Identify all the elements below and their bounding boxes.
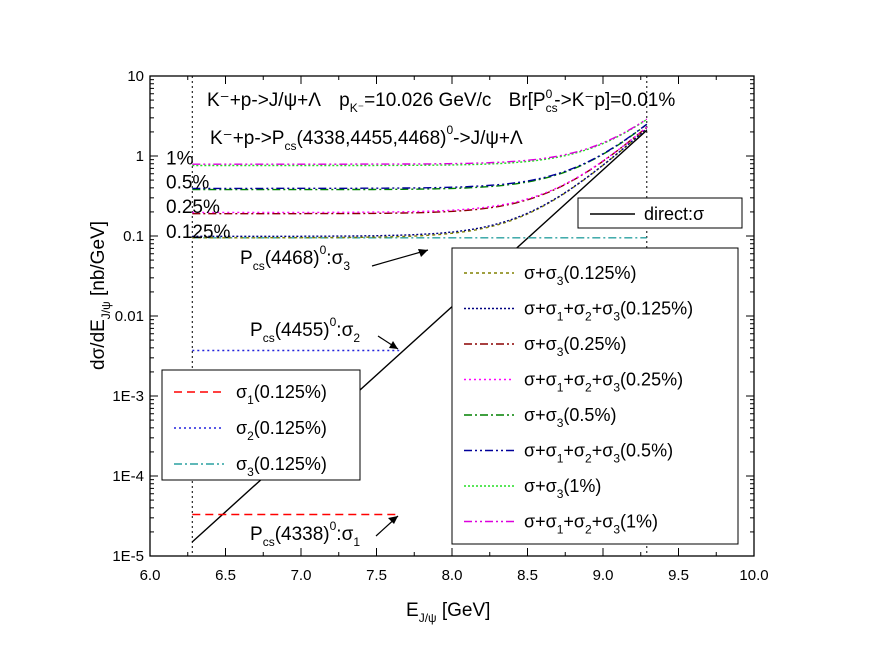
y-tick-label: 1E-4 <box>112 468 144 485</box>
arrowhead-4468 <box>418 249 428 257</box>
y-tick-label: 0.01 <box>115 308 144 325</box>
x-tick-label: 10.0 <box>739 567 768 584</box>
x-tick-label: 6.0 <box>140 567 161 584</box>
y-axis-ticks: 1E-5 1E-4 1E-3 0.01 0.1 1 10 <box>112 68 754 565</box>
x-tick-label: 8.5 <box>517 567 538 584</box>
legend-left-label: σ2(0.125%) <box>236 418 327 443</box>
legend-left-label: σ3(0.125%) <box>236 454 327 479</box>
legend-direct-label: direct:σ <box>644 204 704 224</box>
series-line-11 <box>192 118 648 165</box>
legend-right-label: σ+σ3(0.125%) <box>524 263 636 288</box>
x-tick-label: 8.0 <box>442 567 463 584</box>
legend-left-label: σ1(0.125%) <box>236 382 327 407</box>
x-axis-label: EJ/ψ [GeV] <box>406 600 490 625</box>
series-line-6 <box>192 126 648 215</box>
y-axis-label: dσ/dEJ/ψ [nb/GeV] <box>88 221 113 370</box>
series-line-9 <box>192 123 648 190</box>
legend-right: σ+σ3(0.125%) σ+σ1+σ2+σ3(0.125%) σ+σ3(0.25%… <box>451 247 739 545</box>
annotation-4455: Pcs(4455)0:σ2 <box>250 315 360 345</box>
x-tick-label: 9.5 <box>668 567 689 584</box>
legend-direct: direct:σ <box>577 197 743 229</box>
series-line-5 <box>192 128 648 238</box>
title-line-1: K⁻+p->J/ψ+Λ pK⁻=10.026 GeV/c Br[Pcs0 ->K⁻… <box>207 87 675 115</box>
legend-left: σ1(0.125%) σ2(0.125%) σ3(0.125%) <box>161 369 361 481</box>
percent-label: 0.25% <box>166 197 220 218</box>
x-tick-label: 7.0 <box>291 567 312 584</box>
annotation-4468: Pcs(4468)0:σ3 <box>240 243 350 273</box>
series-line-7 <box>192 126 648 214</box>
arrowhead-4455 <box>389 341 398 349</box>
percent-labels: 1% 0.5% 0.25% 0.125% <box>166 149 231 244</box>
x-tick-label: 6.5 <box>215 567 236 584</box>
legend-right-label: σ+σ1+σ2+σ3(0.25%) <box>524 370 683 395</box>
y-tick-label: 1 <box>136 148 144 165</box>
title-line-2: K⁻+p->Pcs(4338,4455,4468)0->J/ψ+Λ <box>210 123 523 153</box>
legend-right-label: σ+σ3(0.5%) <box>524 405 616 430</box>
x-tick-label: 7.5 <box>366 567 387 584</box>
legend-right-label: σ+σ1+σ2+σ3(1%) <box>524 512 658 537</box>
arrowhead-4338 <box>388 516 398 524</box>
x-axis-ticks: 6.0 6.5 7.0 7.5 8.0 8.5 9.0 9.5 10.0 <box>140 76 769 584</box>
legend-right-label: σ+σ3(1%) <box>524 476 601 501</box>
legend-right-label: σ+σ3(0.25%) <box>524 334 626 359</box>
arrow-4468 <box>371 249 429 267</box>
y-tick-label: 1E-5 <box>112 548 144 565</box>
annotation-4338: Pcs(4338)0:σ1 <box>250 519 360 549</box>
x-tick-label: 9.0 <box>593 567 614 584</box>
percent-label: 0.125% <box>166 222 231 243</box>
percent-label: 0.5% <box>166 173 209 194</box>
legend-right-label: σ+σ1+σ2+σ3(0.125%) <box>524 299 693 324</box>
y-tick-label: 0.1 <box>123 228 144 245</box>
legend-right-label: σ+σ1+σ2+σ3(0.5%) <box>524 441 673 466</box>
y-tick-label: 1E-3 <box>112 388 144 405</box>
y-tick-label: 10 <box>127 68 144 85</box>
percent-label: 1% <box>166 149 194 170</box>
